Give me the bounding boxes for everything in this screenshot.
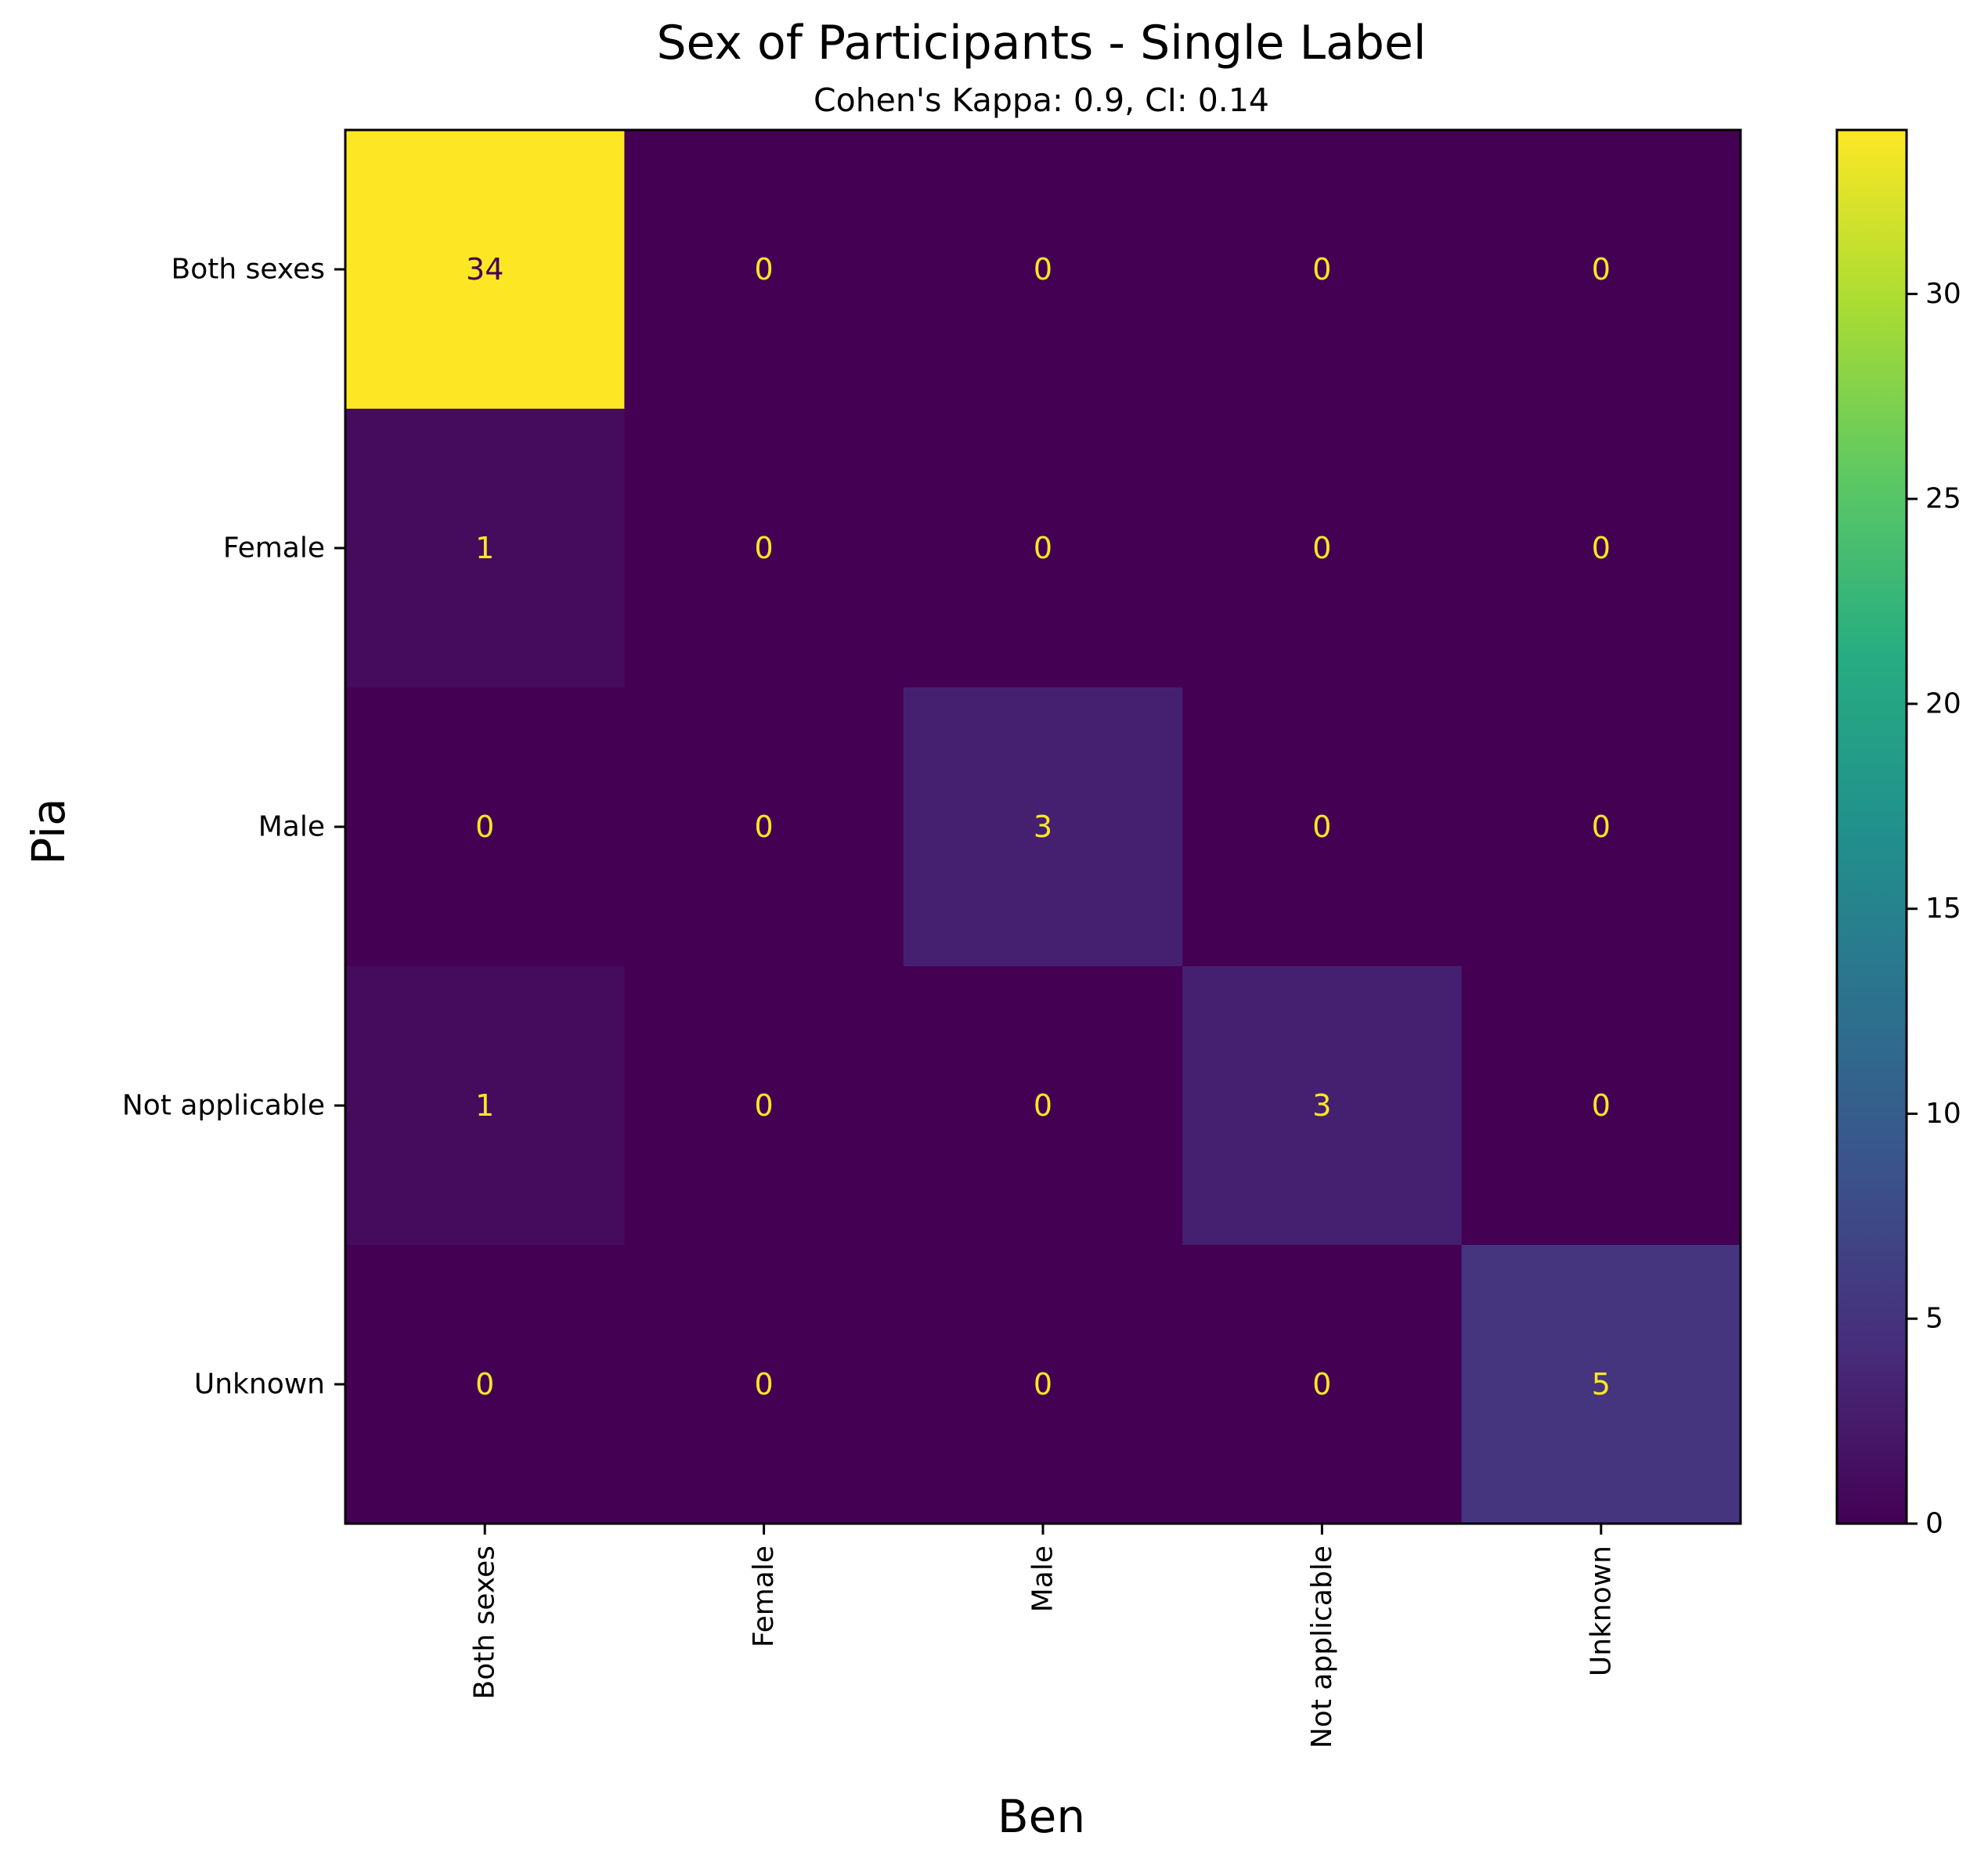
y-axis-ticks: Both sexes Female Male Not applicable Unknow… <box>122 254 345 1401</box>
colorbar: 0 5 10 15 20 25 30 <box>1835 128 1961 1540</box>
cell-value-label: 0 <box>1034 1367 1052 1401</box>
cell-value-label: 0 <box>1592 531 1611 565</box>
cell-value-label: 0 <box>1592 1088 1611 1123</box>
cell-value-label: 34 <box>466 252 503 287</box>
heatmap-cell <box>903 966 1183 1246</box>
heatmap-cell <box>1182 130 1463 409</box>
colorbar-tick-label: 25 <box>1925 483 1961 515</box>
heatmap-cell <box>345 687 625 967</box>
cell-value-label: 0 <box>1312 810 1331 844</box>
x-tick-label: Unknown <box>1585 1546 1617 1676</box>
cell-value-label: 5 <box>1592 1367 1611 1401</box>
heatmap-cells: 34 0 0 0 0 1 0 0 0 0 0 0 3 0 0 1 0 0 3 0 0 0 0 0 5 <box>345 130 1741 1524</box>
chart-subtitle: Cohen's Kappa: 0.9, CI: 0.14 <box>814 81 1269 119</box>
plot-frame <box>344 128 1742 1525</box>
heatmap-cell <box>903 687 1183 967</box>
y-tick-label: Both sexes <box>171 254 325 286</box>
heatmap-cell <box>624 687 904 967</box>
cell-value-label: 0 <box>1312 531 1331 565</box>
x-tick-label: Both sexes <box>469 1546 501 1699</box>
heatmap-cell <box>903 409 1183 688</box>
cell-value-label: 0 <box>755 531 774 565</box>
heatmap-cell <box>1461 687 1741 967</box>
heatmap-cell <box>903 1245 1183 1524</box>
colorbar-tick-label: 10 <box>1925 1098 1961 1130</box>
heatmap-cell <box>345 1245 625 1524</box>
cell-value-label: 0 <box>1312 1367 1331 1401</box>
x-tick-label: Not applicable <box>1306 1546 1338 1748</box>
cell-value-label: 1 <box>475 1088 494 1123</box>
heatmap-cell <box>1461 966 1741 1246</box>
cell-value-label: 0 <box>1034 531 1052 565</box>
heatmap-cell <box>1182 409 1463 688</box>
colorbar-tick-label: 5 <box>1925 1303 1943 1335</box>
heatmap-cell <box>903 130 1183 409</box>
heatmap-cell <box>1182 1245 1463 1524</box>
heatmap-cell <box>624 966 904 1246</box>
heatmap-cell <box>345 966 625 1246</box>
chart-title: Sex of Participants - Single Label <box>656 16 1426 70</box>
heatmap-cell <box>1461 409 1741 688</box>
cell-value-label: 0 <box>1312 252 1331 287</box>
cell-value-label: 0 <box>475 810 494 844</box>
cell-value-label: 0 <box>1592 810 1611 844</box>
x-axis-ticks: Both sexes Female Male Not applicable Unknow… <box>469 1524 1617 1748</box>
heatmap-cell <box>1182 687 1463 967</box>
y-tick-label: Unknown <box>194 1369 325 1401</box>
heatmap-cell <box>345 409 625 688</box>
y-tick-label: Male <box>258 811 325 843</box>
colorbar-tick-label: 0 <box>1925 1508 1943 1540</box>
heatmap-cell <box>624 1245 904 1524</box>
y-tick-label: Not applicable <box>122 1090 325 1122</box>
heatmap-cell <box>1182 966 1463 1246</box>
colorbar-tick-label: 20 <box>1925 687 1961 720</box>
cell-value-label: 1 <box>475 531 494 565</box>
cell-value-label: 0 <box>1592 252 1611 287</box>
cell-value-label: 0 <box>1034 252 1052 287</box>
cell-value-label: 0 <box>755 810 774 844</box>
y-tick-label: Female <box>223 532 325 565</box>
cell-value-label: 0 <box>755 252 774 287</box>
colorbar-gradient <box>1835 128 1908 1525</box>
x-tick-label: Female <box>748 1546 780 1647</box>
heatmap-cell <box>624 409 904 688</box>
y-axis-label: Pia <box>22 798 75 864</box>
cell-value-label: 0 <box>755 1367 774 1401</box>
cell-value-label: 0 <box>475 1367 494 1401</box>
cell-value-label: 0 <box>1034 1088 1052 1123</box>
cell-value-label: 3 <box>1312 1088 1331 1123</box>
cell-value-label: 0 <box>755 1088 774 1123</box>
heatmap-cell <box>624 130 904 409</box>
x-tick-label: Male <box>1027 1546 1059 1612</box>
colorbar-tick-label: 15 <box>1925 893 1961 925</box>
heatmap-cell <box>1461 1245 1741 1524</box>
heatmap-cell <box>1461 130 1741 409</box>
cell-value-label: 3 <box>1034 810 1052 844</box>
x-axis-label: Ben <box>998 1790 1085 1843</box>
heatmap-cell <box>345 130 625 409</box>
colorbar-tick-label: 30 <box>1925 278 1961 310</box>
